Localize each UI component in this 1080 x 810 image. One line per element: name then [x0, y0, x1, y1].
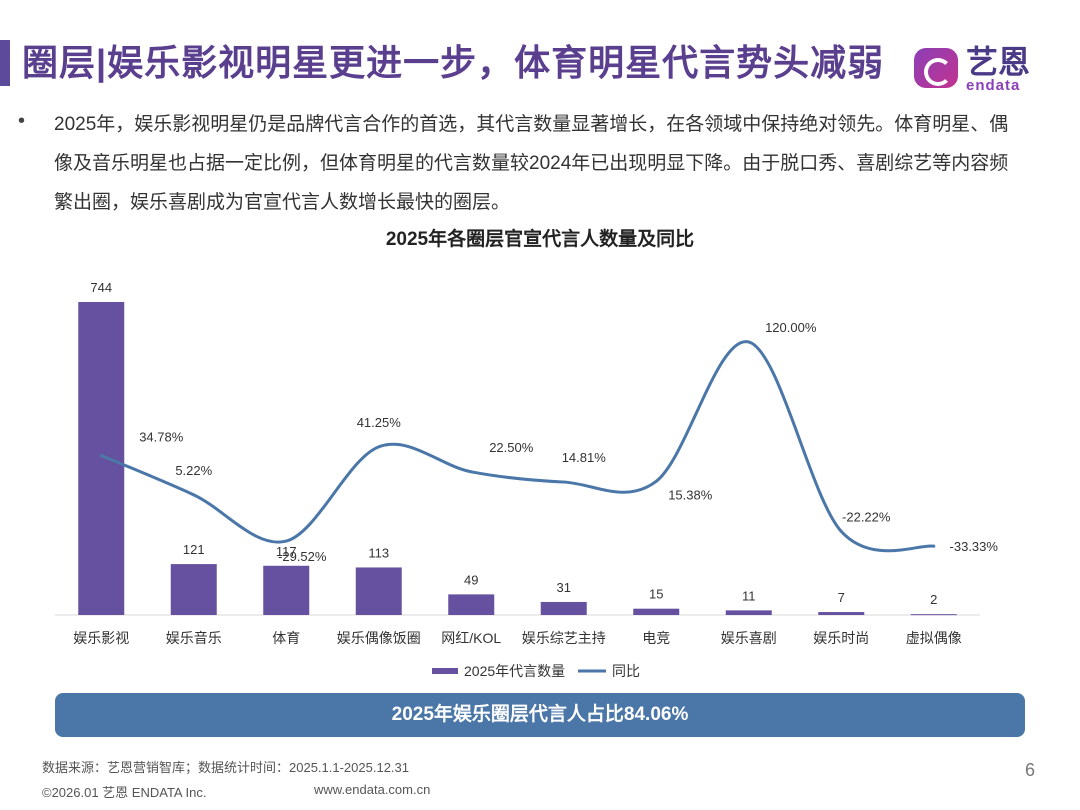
copyright-text: ©2026.01 艺恩 ENDATA Inc.	[42, 785, 207, 800]
bar-3	[263, 565, 310, 615]
category-label-6: 娱乐综艺主持	[522, 630, 606, 646]
yoy-point-2	[192, 493, 196, 497]
yoy-value-label-4: 41.25%	[357, 415, 402, 430]
bar-value-label-3: 117	[276, 544, 297, 559]
bar-2	[170, 564, 217, 615]
category-label-9: 娱乐时尚	[813, 630, 869, 646]
data-source-note: 数据来源：艺恩营销智库；数据统计时间：2025.1.1-2025.12.31	[42, 760, 409, 775]
yoy-value-label-8: 120.00%	[765, 320, 817, 335]
title-accent-bar	[0, 40, 10, 86]
bar-8	[725, 610, 772, 615]
yoy-line	[99, 340, 936, 553]
category-label-7: 电竞	[642, 630, 670, 646]
yoy-point-10	[932, 544, 936, 548]
bar-1	[78, 302, 125, 615]
category-label-3: 体育	[272, 630, 300, 646]
endata-logo: 艺恩 endata	[914, 44, 1044, 96]
bar-value-label-1: 744	[90, 280, 112, 295]
category-label-5: 网红/KOL	[441, 630, 501, 646]
bullet-paragraph: 2025年，娱乐影视明星仍是品牌代言合作的首选，其代言数量显著增长，在各领域中保…	[54, 114, 1009, 213]
yoy-point-8	[747, 340, 751, 344]
yoy-value-label-10: -33.33%	[950, 539, 999, 554]
bar-value-label-5: 49	[464, 572, 478, 587]
yoy-value-label-6: 14.81%	[562, 450, 607, 465]
yoy-point-3	[284, 539, 288, 543]
endata-logo-icon	[914, 48, 958, 88]
yoy-value-label-9: -22.22%	[842, 509, 891, 524]
yoy-point-7	[654, 479, 658, 483]
bar-value-label-6: 31	[557, 580, 571, 595]
chart-title: 2025年各圈层官宣代言人数量及同比	[385, 229, 695, 250]
yoy-value-label-7: 15.38%	[668, 487, 713, 502]
bar-5	[448, 594, 495, 615]
yoy-point-1	[99, 453, 103, 457]
yoy-value-label-3: -29.52%	[278, 549, 327, 564]
category-label-10: 虚拟偶像	[906, 630, 962, 646]
yoy-value-label-2: 5.22%	[175, 463, 212, 478]
legend-line-label: 同比	[612, 663, 640, 679]
yoy-point-9	[839, 529, 843, 533]
category-label-1: 娱乐影视	[73, 630, 129, 646]
bar-4	[355, 567, 402, 615]
bar-value-label-8: 11	[742, 588, 756, 603]
legend-bar-label: 2025年代言数量	[464, 663, 565, 679]
bar-10	[910, 614, 957, 616]
category-label-8: 娱乐喜剧	[721, 630, 777, 646]
yoy-value-label-5: 22.50%	[489, 440, 534, 455]
combo-chart: 744娱乐影视121娱乐音乐117体育113娱乐偶像饭圈49网红/KOL31娱乐…	[55, 280, 999, 679]
bar-6	[540, 601, 587, 615]
category-label-4: 娱乐偶像饭圈	[337, 630, 421, 646]
bar-9	[818, 612, 865, 615]
page-number: 6	[1025, 760, 1036, 780]
page-title: 圈层|娱乐影视明星更进一步，体育明星代言势头减弱	[22, 42, 885, 83]
yoy-value-label-1: 34.78%	[139, 429, 184, 444]
logo-english-text: endata	[966, 77, 1021, 94]
yoy-point-6	[562, 480, 566, 484]
bar-7	[633, 608, 680, 615]
summary-banner: 2025年娱乐圈层代言人占比84.06%	[55, 693, 1025, 737]
bar-value-label-2: 121	[183, 542, 205, 557]
logo-chinese-text: 艺恩	[966, 44, 1031, 80]
yoy-point-5	[469, 470, 473, 474]
bar-value-label-9: 7	[838, 590, 845, 605]
website-url: www.endata.com.cn	[314, 782, 431, 797]
bar-value-label-7: 15	[649, 587, 663, 602]
bullet-marker: •	[18, 110, 26, 132]
yoy-point-4	[377, 445, 381, 449]
bar-value-label-4: 113	[368, 545, 389, 560]
legend-bar-swatch	[432, 668, 458, 674]
category-label-2: 娱乐音乐	[166, 630, 222, 646]
bar-value-label-10: 2	[930, 592, 937, 607]
